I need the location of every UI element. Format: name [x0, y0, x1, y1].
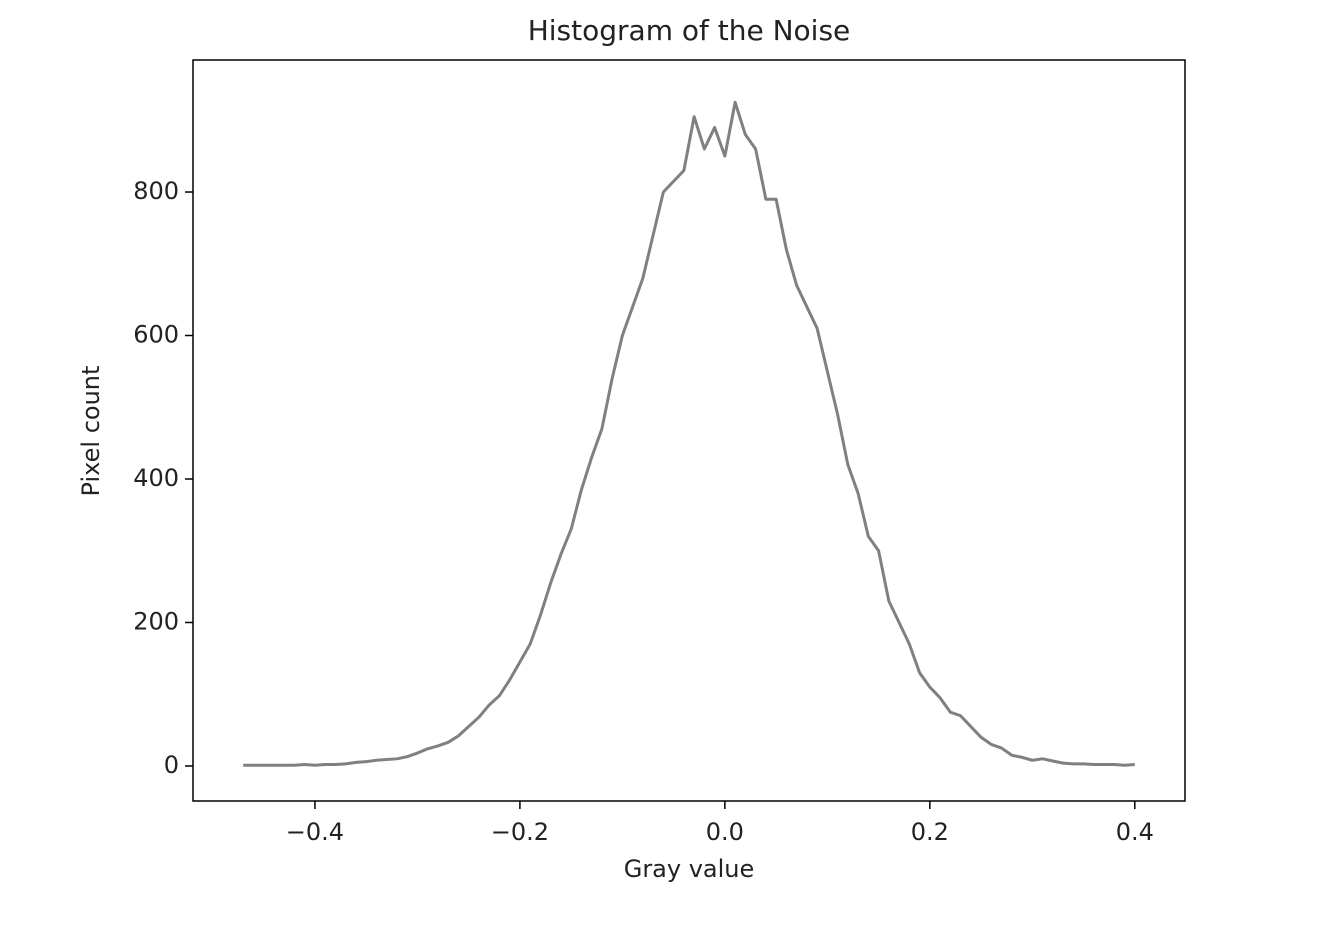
x-tick-label: −0.4: [286, 818, 344, 846]
x-tick-label: −0.2: [491, 818, 549, 846]
data-line: [243, 100, 1135, 767]
y-tick-label: 600: [133, 321, 179, 349]
y-tick-label: 200: [133, 607, 179, 635]
x-tick-label: 0.4: [1116, 818, 1154, 846]
plot-frame: [192, 59, 1186, 802]
y-tick-label: 400: [133, 464, 179, 492]
chart-title: Histogram of the Noise: [528, 14, 851, 47]
x-tick-label: 0.0: [706, 818, 744, 846]
x-tick-label: 0.2: [911, 818, 949, 846]
y-tick-label: 0: [164, 751, 179, 779]
y-axis-label: Pixel count: [77, 366, 105, 497]
y-tick-label: 800: [133, 177, 179, 205]
x-axis-label: Gray value: [624, 855, 755, 883]
